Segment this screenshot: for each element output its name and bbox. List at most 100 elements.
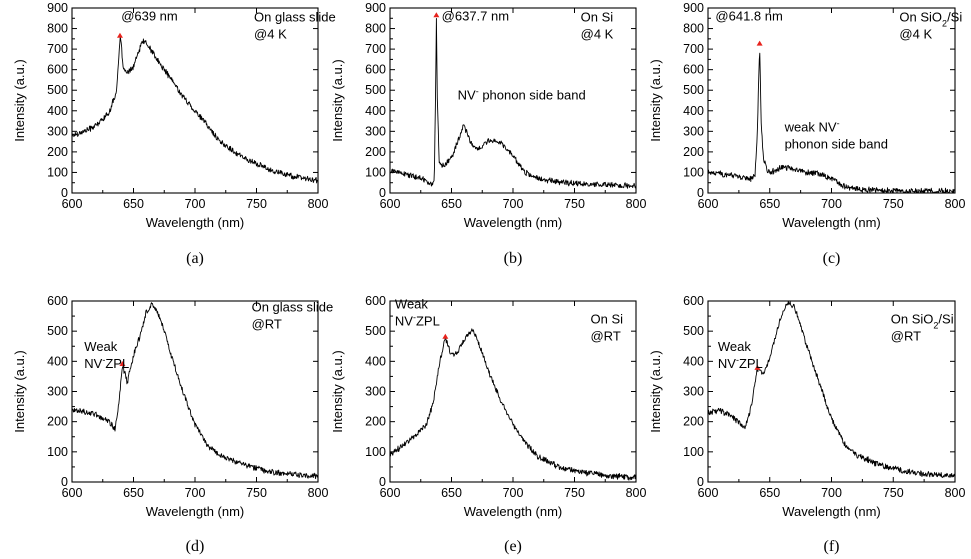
y-axis-label: Intensity (a.u.) — [330, 350, 345, 432]
x-axis-label: Wavelength (nm) — [782, 215, 881, 230]
y-tick-label: 200 — [47, 145, 68, 159]
x-tick-label: 600 — [62, 197, 83, 211]
annotation-part: /Si — [947, 9, 962, 24]
y-tick-label: 500 — [47, 83, 68, 97]
y-tick-label: 700 — [365, 42, 386, 56]
y-tick-label: 300 — [365, 385, 386, 399]
x-tick-label: 700 — [503, 486, 524, 500]
y-tick-label: 100 — [47, 445, 68, 459]
y-tick-label: 300 — [365, 124, 386, 138]
y-tick-label: 800 — [683, 22, 704, 36]
y-tick-label: 0 — [379, 475, 386, 489]
x-tick-label: 800 — [626, 197, 647, 211]
annotation-part: - — [736, 355, 739, 365]
annotation: @639 nm — [121, 8, 178, 23]
y-tick-label: 500 — [683, 83, 704, 97]
peak-marker — [119, 360, 126, 366]
annotation-part: On SiO — [891, 312, 934, 327]
annotation-part: - — [476, 86, 479, 96]
panel-e: 600 650 700 750 800 0 100 200 300 400 500 600 Wavele… — [330, 294, 646, 555]
annotation-part: phonon side band — [785, 136, 888, 151]
x-tick-label: 650 — [441, 486, 462, 500]
y-tick-label: 900 — [683, 1, 704, 15]
y-tick-label: 400 — [365, 104, 386, 118]
y-axis-label: Intensity (a.u.) — [648, 350, 663, 432]
y-tick-label: 700 — [683, 42, 704, 56]
y-tick-label: 900 — [47, 1, 68, 15]
spectrum-trace — [389, 18, 637, 189]
x-tick-label: 650 — [123, 197, 144, 211]
annotation-part: @637.7 nm — [442, 8, 509, 23]
panel-label: (a) — [186, 250, 204, 267]
y-tick-label: 500 — [365, 324, 386, 338]
y-tick-label: 700 — [47, 42, 68, 56]
x-axis-label: Wavelength (nm) — [464, 215, 563, 230]
annotation: @641.8 nm — [715, 8, 782, 23]
annotation: Weak NV-ZPL — [84, 339, 129, 371]
panel-d: 600 650 700 750 800 0 100 200 300 400 500 600 Wavele… — [12, 294, 333, 555]
x-tick-label: 800 — [945, 486, 966, 500]
annotation-part: - — [102, 355, 105, 365]
peak-marker — [116, 32, 123, 38]
y-tick-label: 200 — [683, 145, 704, 159]
annotation: On Si @4 K — [581, 9, 614, 41]
annotation: Weak NV-ZPL — [395, 297, 440, 329]
y-tick-label: 0 — [697, 475, 704, 489]
annotation-part: Weak — [718, 339, 751, 354]
annotation-part: @641.8 nm — [715, 8, 782, 23]
y-tick-label: 500 — [47, 324, 68, 338]
annotation-part: On Si — [590, 312, 623, 327]
y-tick-label: 200 — [47, 415, 68, 429]
x-tick-label: 800 — [308, 197, 329, 211]
spectrum-trace — [707, 52, 956, 194]
y-tick-label: 200 — [365, 145, 386, 159]
annotation-part: - — [837, 118, 840, 128]
annotation-part: NV — [718, 356, 736, 371]
y-tick-label: 100 — [365, 445, 386, 459]
spectrum-trace — [71, 302, 319, 480]
annotation-part: ZPL — [416, 314, 440, 329]
x-tick-label: 700 — [185, 486, 206, 500]
y-tick-label: 200 — [365, 415, 386, 429]
x-tick-label: 700 — [503, 197, 524, 211]
annotation-part: @4 K — [581, 26, 614, 41]
annotation: Weak NV-ZPL — [718, 339, 763, 371]
annotation-part: 2 — [942, 18, 947, 28]
spectrum-trace — [389, 328, 637, 481]
y-axis-label: Intensity (a.u.) — [648, 59, 663, 141]
annotation-part: On glass slide — [254, 9, 336, 24]
peak-marker — [754, 364, 761, 370]
panel-f: 600 650 700 750 800 0 100 200 300 400 500 600 Wavele… — [648, 294, 965, 555]
annotation-part: NV — [458, 87, 476, 102]
annotation-part: /Si — [938, 312, 953, 327]
x-tick-label: 750 — [564, 486, 585, 500]
annotation-part: @4 K — [254, 26, 287, 41]
x-tick-label: 750 — [883, 197, 904, 211]
x-tick-label: 600 — [698, 486, 719, 500]
spectrum-trace — [71, 35, 319, 184]
y-tick-label: 600 — [683, 63, 704, 77]
y-tick-label: 200 — [683, 415, 704, 429]
peak-marker — [433, 12, 440, 18]
peak-marker — [442, 333, 449, 339]
x-tick-label: 800 — [308, 486, 329, 500]
x-tick-label: 800 — [626, 486, 647, 500]
y-tick-label: 0 — [697, 186, 704, 200]
x-tick-label: 600 — [698, 197, 719, 211]
annotation-part: ZPL — [105, 356, 129, 371]
x-tick-label: 800 — [945, 197, 966, 211]
panel-b: 600 650 700 750 800 0 100 200 300 400 500 600 700 800… — [330, 1, 646, 267]
panel-label: (e) — [504, 538, 522, 555]
annotation-part: @639 nm — [121, 8, 178, 23]
x-tick-label: 600 — [380, 197, 401, 211]
y-tick-label: 600 — [683, 294, 704, 308]
annotation-part: Weak — [84, 339, 117, 354]
annotation: NV- phonon side band — [458, 86, 586, 102]
x-tick-label: 650 — [759, 486, 780, 500]
y-tick-label: 300 — [683, 385, 704, 399]
y-tick-label: 400 — [47, 354, 68, 368]
y-tick-label: 400 — [683, 104, 704, 118]
y-tick-label: 300 — [683, 124, 704, 138]
y-tick-label: 300 — [47, 385, 68, 399]
